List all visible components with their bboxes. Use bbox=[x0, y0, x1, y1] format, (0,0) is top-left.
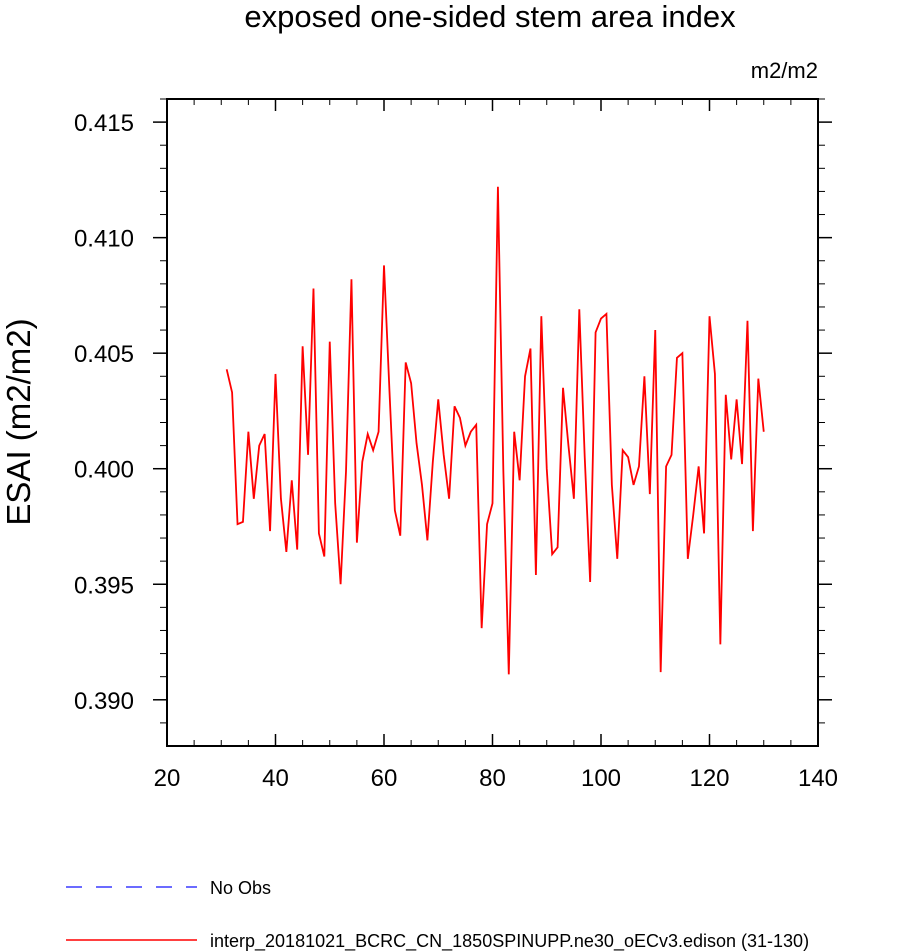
legend-label-no-obs: No Obs bbox=[210, 878, 271, 898]
plot-frame bbox=[166, 98, 819, 747]
x-tick-label: 120 bbox=[689, 765, 729, 792]
x-tick-label: 20 bbox=[154, 765, 181, 792]
x-tick-label: 60 bbox=[371, 765, 398, 792]
legend-entry-model-run: interp_20181021_BCRC_CN_1850SPINUPP.ne30… bbox=[66, 931, 809, 952]
units-label: m2/m2 bbox=[751, 58, 818, 83]
legend-entry-no-obs: No Obs bbox=[66, 878, 271, 898]
legend: No Obs interp_20181021_BCRC_CN_1850SPINU… bbox=[66, 878, 809, 952]
tick-labels: 20 40 60 80 100 120 140 0.390 0.395 0.400 0.405 0.4… bbox=[74, 110, 838, 792]
x-tick-label: 80 bbox=[479, 765, 506, 792]
series-line bbox=[225, 186, 765, 675]
y-axis-label: ESAI (m2/m2) bbox=[0, 318, 37, 525]
y-tick-label: 0.400 bbox=[74, 457, 134, 484]
legend-label-model-run: interp_20181021_BCRC_CN_1850SPINUPP.ne30… bbox=[210, 931, 809, 952]
x-tick-label: 140 bbox=[798, 765, 838, 792]
series-layer bbox=[225, 186, 765, 675]
y-tick-label: 0.415 bbox=[74, 110, 134, 137]
y-tick-label: 0.410 bbox=[74, 226, 134, 253]
x-tick-label: 40 bbox=[262, 765, 289, 792]
y-tick-label: 0.405 bbox=[74, 341, 134, 368]
axis-ticks bbox=[153, 98, 832, 746]
y-tick-label: 0.390 bbox=[74, 688, 134, 715]
y-tick-label: 0.395 bbox=[74, 572, 134, 599]
x-tick-label: 100 bbox=[581, 765, 621, 792]
chart-title: exposed one-sided stem area index bbox=[244, 0, 736, 34]
